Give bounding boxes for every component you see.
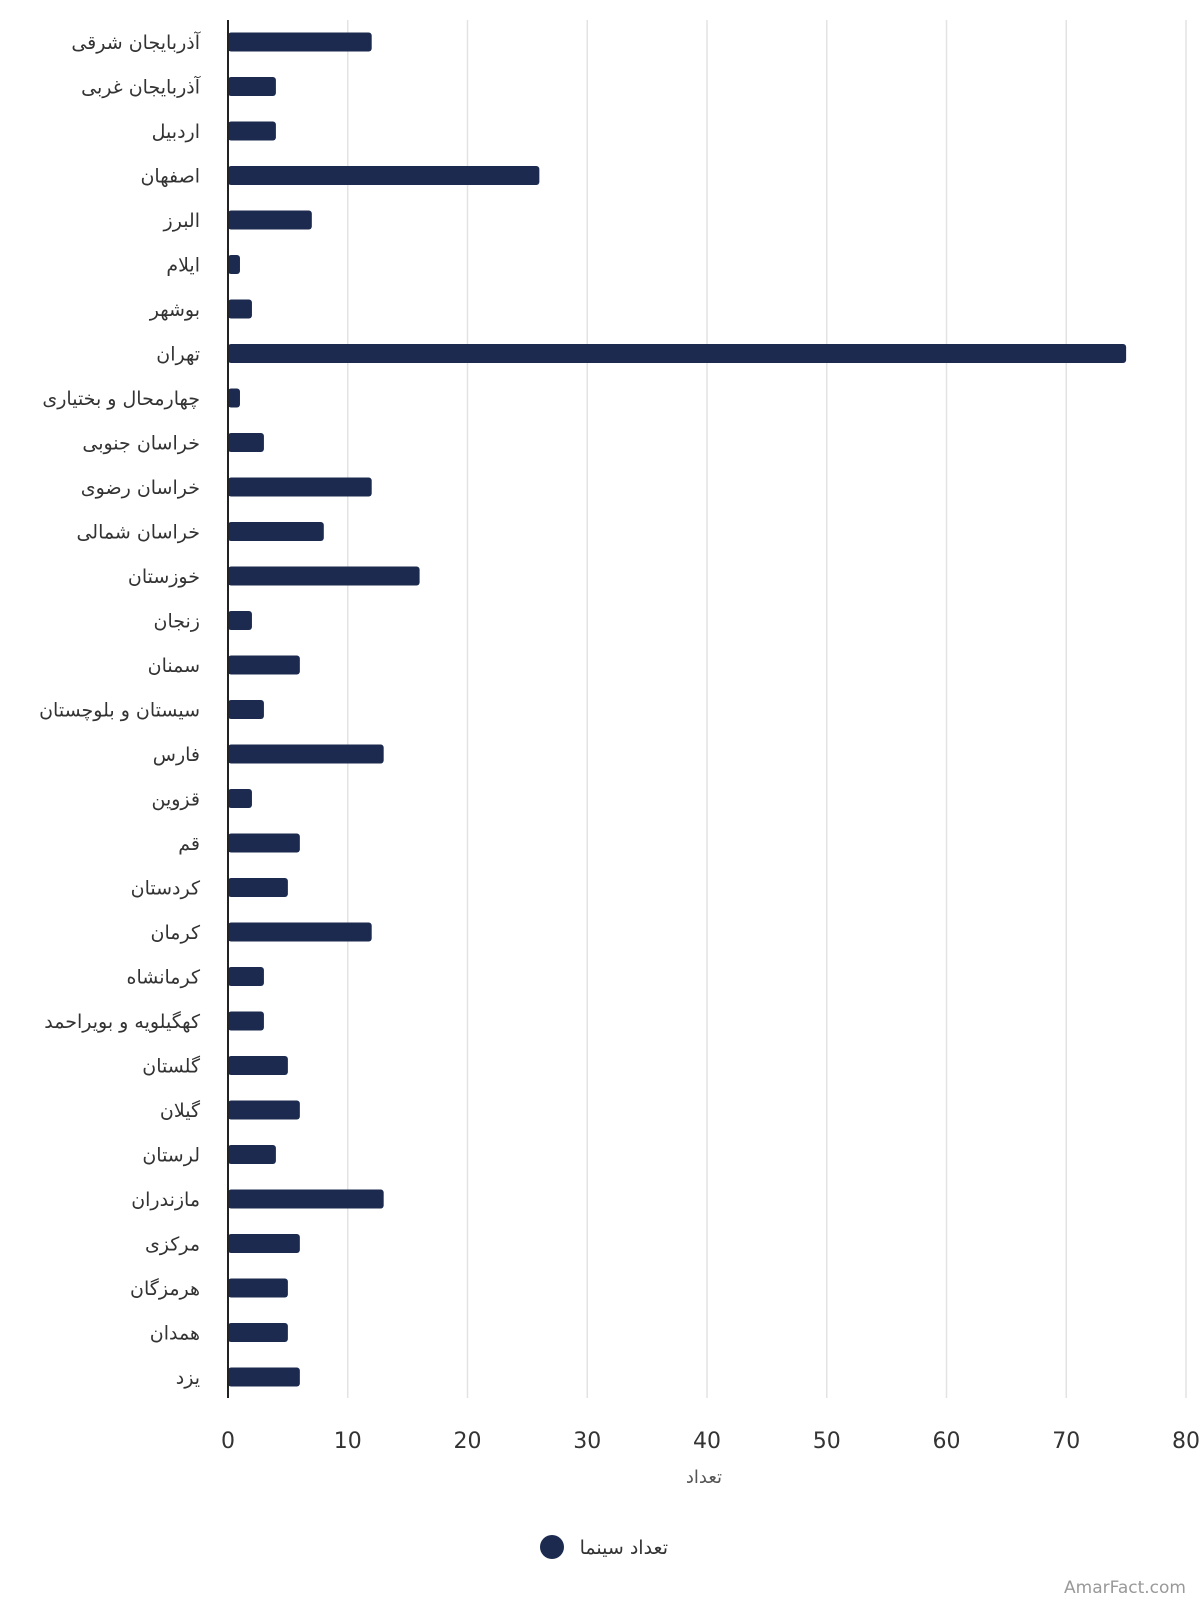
bar-11[interactable] — [228, 522, 324, 541]
bars — [228, 32, 1127, 1387]
bar-22[interactable] — [228, 1011, 264, 1031]
x-tick-label-60: 60 — [933, 1429, 961, 1454]
x-tick-label-70: 70 — [1052, 1429, 1080, 1454]
category-label-16: فارس — [153, 744, 200, 766]
category-label-22: کهگیلویه و بویراحمد — [44, 1010, 201, 1033]
category-label-14: سمنان — [148, 655, 200, 677]
bar-23[interactable] — [228, 1056, 288, 1075]
bar-6[interactable] — [228, 299, 252, 319]
bar-0[interactable] — [228, 32, 372, 52]
bar-4[interactable] — [228, 210, 312, 230]
category-label-5: ایلام — [166, 255, 200, 277]
category-label-21: کرمانشاه — [127, 967, 201, 989]
category-label-24: گیلان — [160, 1099, 201, 1122]
category-label-4: البرز — [163, 210, 200, 232]
bar-9[interactable] — [228, 433, 264, 452]
bar-8[interactable] — [228, 388, 240, 408]
x-tick-label-20: 20 — [454, 1429, 482, 1454]
category-label-13: زنجان — [154, 611, 200, 633]
x-axis-title: تعداد — [686, 1467, 722, 1488]
legend[interactable]: تعداد سینما — [540, 1535, 668, 1559]
bar-12[interactable] — [228, 566, 420, 586]
x-tick-label-0: 0 — [221, 1429, 235, 1454]
category-label-10: خراسان رضوی — [81, 477, 200, 499]
category-label-11: خراسان شمالی — [76, 522, 200, 544]
bar-10[interactable] — [228, 477, 372, 497]
x-tick-label-80: 80 — [1172, 1429, 1200, 1454]
category-label-30: یزد — [176, 1367, 200, 1389]
bar-17[interactable] — [228, 789, 252, 808]
bar-15[interactable] — [228, 700, 264, 719]
category-label-26: مازندران — [131, 1189, 200, 1211]
bar-14[interactable] — [228, 655, 300, 675]
bar-5[interactable] — [228, 255, 240, 274]
legend-marker-icon[interactable] — [540, 1535, 564, 1559]
category-label-29: همدان — [150, 1323, 200, 1345]
category-label-2: اردبیل — [152, 121, 200, 143]
category-label-0: آذربایجان شرقی — [71, 30, 200, 54]
category-label-28: هرمزگان — [130, 1277, 200, 1300]
category-label-6: بوشهر — [149, 299, 200, 321]
category-label-3: اصفهان — [140, 166, 200, 188]
bar-7[interactable] — [228, 344, 1127, 363]
category-label-27: مرکزی — [145, 1234, 200, 1256]
category-label-23: گلستان — [142, 1055, 201, 1078]
bar-21[interactable] — [228, 967, 264, 986]
x-tick-label-50: 50 — [813, 1429, 841, 1454]
category-label-18: قم — [178, 833, 200, 855]
grid-lines — [347, 20, 1187, 1398]
bar-29[interactable] — [228, 1323, 288, 1342]
category-label-12: خوزستان — [128, 566, 200, 588]
bar-3[interactable] — [228, 166, 540, 185]
bar-28[interactable] — [228, 1278, 288, 1298]
bar-16[interactable] — [228, 744, 384, 764]
category-labels: آذربایجان شرقی آذربایجان غربی اردبیل اصفهان… — [39, 30, 201, 1389]
category-label-19: کردستان — [131, 878, 201, 900]
bar-1[interactable] — [228, 77, 276, 96]
x-tick-labels: 0 10 20 30 40 50 60 70 80 — [221, 1429, 1200, 1454]
category-label-20: کرمان — [151, 922, 201, 944]
credit-link[interactable]: AmarFact.com — [1064, 1578, 1186, 1598]
category-label-17: قزوین — [152, 789, 201, 811]
bar-13[interactable] — [228, 611, 252, 630]
bar-18[interactable] — [228, 833, 300, 853]
bar-19[interactable] — [228, 878, 288, 897]
bar-2[interactable] — [228, 121, 276, 141]
bar-27[interactable] — [228, 1234, 300, 1253]
x-tick-label-10: 10 — [334, 1429, 362, 1454]
category-label-7: تهران — [156, 344, 200, 366]
bar-26[interactable] — [228, 1189, 384, 1209]
bar-30[interactable] — [228, 1367, 300, 1387]
category-label-8: چهارمحال و بختیاری — [42, 388, 200, 410]
bar-20[interactable] — [228, 922, 372, 942]
category-label-15: سیستان و بلوچستان — [39, 700, 200, 722]
category-label-9: خراسان جنوبی — [82, 433, 200, 455]
category-label-1: آذربایجان غربی — [81, 75, 201, 99]
legend-label[interactable]: تعداد سینما — [580, 1537, 668, 1559]
x-tick-label-30: 30 — [573, 1429, 601, 1454]
bar-25[interactable] — [228, 1145, 276, 1164]
x-tick-label-40: 40 — [693, 1429, 721, 1454]
category-label-25: لرستان — [142, 1145, 200, 1167]
bar-24[interactable] — [228, 1100, 300, 1120]
